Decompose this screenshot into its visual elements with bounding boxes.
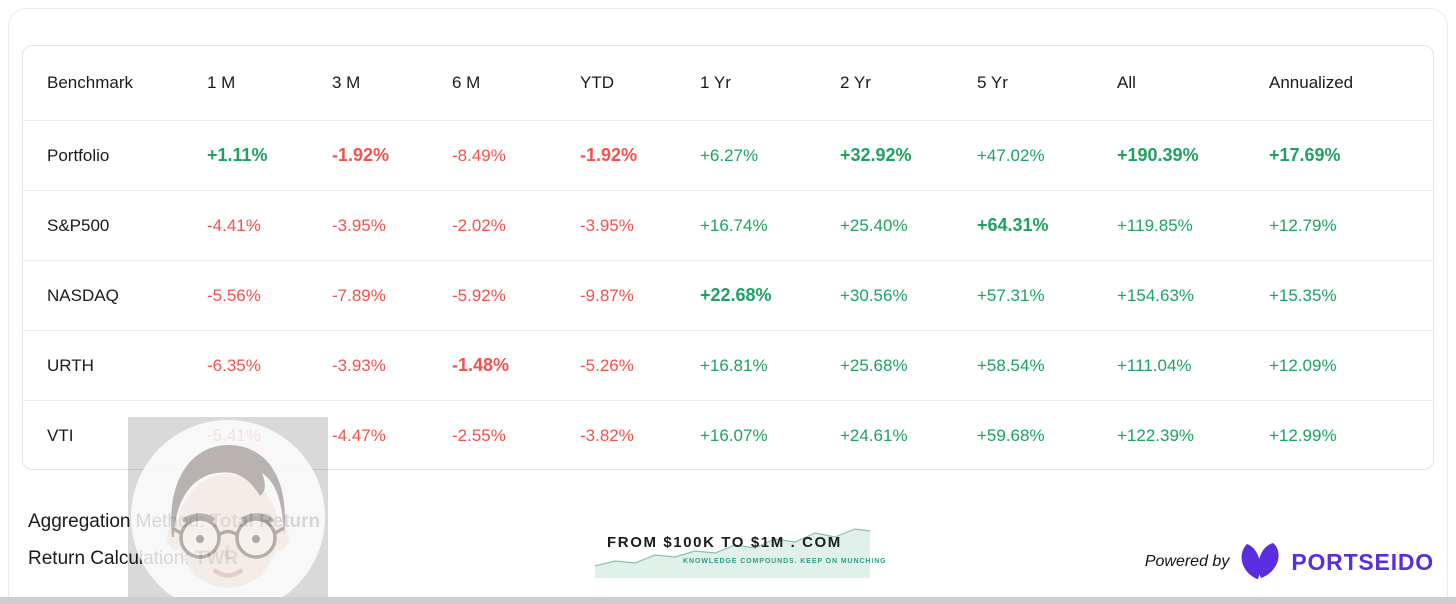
return-value-5-yr: +59.68% bbox=[977, 425, 1045, 445]
return-value-3-m: -3.95% bbox=[332, 215, 386, 235]
return-value-1-m: +1.11% bbox=[207, 145, 268, 165]
header-cell-1-yr: 1 Yr bbox=[700, 73, 731, 92]
return-value-1-yr: +16.07% bbox=[700, 425, 768, 445]
return-value-2-yr: +24.61% bbox=[840, 425, 908, 445]
aggregation-method-value: Total Return bbox=[209, 511, 321, 532]
return-value-6-m: -5.92% bbox=[452, 285, 506, 305]
return-value-1-m: -5.41% bbox=[207, 425, 261, 445]
return-value-5-yr: +58.54% bbox=[977, 355, 1045, 375]
return-value-annualized: +12.79% bbox=[1269, 215, 1337, 235]
table-meta: Aggregation Method: Total Return Return … bbox=[28, 503, 320, 577]
return-value-all: +111.04% bbox=[1117, 355, 1192, 375]
return-value-3-m: -7.89% bbox=[332, 285, 386, 305]
header-cell-5-yr: 5 Yr bbox=[977, 73, 1008, 92]
watermark-subtitle: KNOWLEDGE COMPOUNDS. KEEP ON MUNCHING bbox=[683, 558, 887, 565]
benchmark-name: Portfolio bbox=[47, 145, 110, 165]
portseido-logo-text: PORTSEIDO bbox=[1291, 548, 1434, 575]
benchmark-name: NASDAQ bbox=[47, 285, 119, 305]
table-body: Portfolio +1.11% -1.92% -8.49% -1.92% +6.27% +… bbox=[23, 120, 1433, 469]
return-value-annualized: +12.99% bbox=[1269, 425, 1337, 445]
header-cell-ytd: YTD bbox=[580, 73, 614, 92]
table-row-nasdaq: NASDAQ -5.56% -7.89% -5.92% -9.87% +22.68% +30… bbox=[23, 260, 1433, 330]
return-value-ytd: -5.26% bbox=[580, 355, 634, 375]
return-calculation-value: TWR bbox=[194, 548, 239, 569]
header-cell-3-m: 3 M bbox=[332, 73, 361, 92]
return-value-1-yr: +16.74% bbox=[700, 215, 768, 235]
return-value-1-m: -6.35% bbox=[207, 355, 261, 375]
return-value-all: +154.63% bbox=[1117, 285, 1195, 305]
header-cell-2-yr: 2 Yr bbox=[840, 73, 871, 92]
return-value-6-m: -1.48% bbox=[452, 355, 510, 375]
return-value-1-yr: +6.27% bbox=[700, 145, 759, 165]
return-value-annualized: +17.69% bbox=[1269, 145, 1341, 165]
aggregation-method-line: Aggregation Method: Total Return bbox=[28, 503, 320, 540]
return-value-2-yr: +30.56% bbox=[840, 285, 908, 305]
return-value-all: +119.85% bbox=[1117, 215, 1193, 235]
header-cell-all: All bbox=[1117, 73, 1136, 92]
return-value-1-yr: +22.68% bbox=[700, 285, 772, 305]
return-value-ytd: -1.92% bbox=[580, 145, 638, 165]
return-value-2-yr: +32.92% bbox=[840, 145, 912, 165]
watermark-chart-icon bbox=[595, 528, 870, 578]
site-watermark: FROM $100K TO $1M . COM KNOWLEDGE COMPOU… bbox=[595, 520, 886, 578]
header-cell-benchmark: Benchmark bbox=[47, 73, 133, 92]
return-value-ytd: -3.95% bbox=[580, 215, 634, 235]
return-value-1-m: -4.41% bbox=[207, 215, 261, 235]
return-value-5-yr: +57.31% bbox=[977, 285, 1045, 305]
powered-by-label: Powered by bbox=[1144, 553, 1230, 570]
benchmark-name: VTI bbox=[47, 425, 74, 445]
return-value-1-m: -5.56% bbox=[207, 285, 261, 305]
table-row-vti: VTI -5.41% -4.47% -2.55% -3.82% +16.07% +24.61… bbox=[23, 400, 1433, 469]
return-value-3-m: -1.92% bbox=[332, 145, 390, 165]
table-header-row: Benchmark 1 M 3 M 6 M YTD 1 Yr 2 Yr 5 Yr All Annu… bbox=[23, 46, 1433, 120]
return-value-all: +122.39% bbox=[1117, 425, 1195, 445]
watermark-title: FROM $100K TO $1M . COM bbox=[607, 534, 842, 551]
table-row-s-p500: S&P500 -4.41% -3.95% -2.02% -3.95% +16.74% +25… bbox=[23, 190, 1433, 260]
return-value-annualized: +12.09% bbox=[1269, 355, 1337, 375]
benchmark-name: S&P500 bbox=[47, 215, 110, 235]
return-value-6-m: -2.55% bbox=[452, 425, 506, 445]
bottom-edge-strip bbox=[0, 597, 1456, 604]
return-value-3-m: -4.47% bbox=[332, 425, 386, 445]
return-value-3-m: -3.93% bbox=[332, 355, 386, 375]
header-cell-6-m: 6 M bbox=[452, 73, 481, 92]
benchmark-table: Benchmark 1 M 3 M 6 M YTD 1 Yr 2 Yr 5 Yr All Annu… bbox=[22, 45, 1434, 470]
aggregation-method-label: Aggregation Method: bbox=[28, 511, 205, 532]
benchmark-name: URTH bbox=[47, 355, 94, 375]
return-value-2-yr: +25.40% bbox=[840, 215, 908, 235]
return-value-ytd: -3.82% bbox=[580, 425, 634, 445]
return-value-6-m: -2.02% bbox=[452, 215, 506, 235]
return-calculation-line: Return Calculation: TWR bbox=[28, 540, 320, 577]
return-value-ytd: -9.87% bbox=[580, 285, 634, 305]
leaf-logo-icon bbox=[1241, 543, 1279, 579]
return-value-5-yr: +47.02% bbox=[977, 145, 1045, 165]
return-value-6-m: -8.49% bbox=[452, 145, 506, 165]
return-value-5-yr: +64.31% bbox=[977, 215, 1049, 235]
return-calculation-label: Return Calculation: bbox=[28, 548, 190, 569]
table-row-portfolio: Portfolio +1.11% -1.92% -8.49% -1.92% +6.27% +… bbox=[23, 120, 1433, 190]
table-row-urth: URTH -6.35% -3.93% -1.48% -5.26% +16.81% +25.6… bbox=[23, 330, 1433, 400]
return-value-2-yr: +25.68% bbox=[840, 355, 908, 375]
return-value-annualized: +15.35% bbox=[1269, 285, 1337, 305]
header-cell-1-m: 1 M bbox=[207, 73, 236, 92]
header-cell-annualized: Annualized bbox=[1269, 73, 1354, 92]
return-value-1-yr: +16.81% bbox=[700, 355, 768, 375]
return-value-all: +190.39% bbox=[1117, 145, 1199, 165]
powered-by-portseido: Powered by PORTSEIDO bbox=[1145, 543, 1434, 581]
